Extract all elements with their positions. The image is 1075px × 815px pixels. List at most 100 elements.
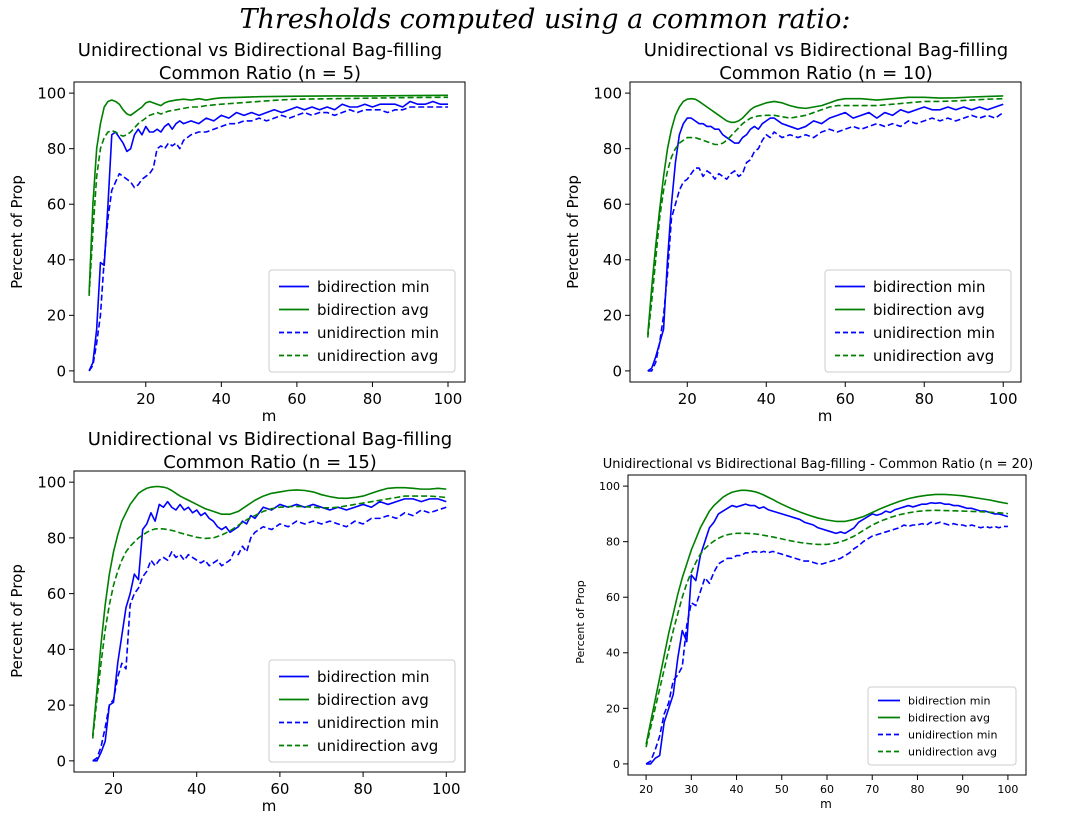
x-tick-label: 100 [432, 780, 461, 798]
x-tick-label: 60 [270, 780, 289, 798]
y-tick-label: 40 [603, 251, 622, 269]
legend-label: bidirection avg [317, 691, 429, 709]
series-line [88, 100, 448, 372]
y-tick-label: 60 [603, 196, 622, 214]
x-tick-label: 80 [354, 780, 373, 798]
series-line [88, 106, 448, 372]
subplot-title-line1: Unidirectional vs Bidirectional Bag-fill… [644, 40, 1008, 61]
x-tick-label: 60 [836, 390, 855, 408]
subplot-title-line2: Common Ratio (n = 5) [159, 63, 361, 84]
series-line [645, 521, 1008, 765]
y-tick-label: 40 [47, 641, 66, 659]
series-line [645, 489, 1009, 745]
series-line [647, 111, 1004, 372]
y-tick-label: 100 [37, 474, 66, 492]
legend-box [268, 659, 456, 763]
series-line [88, 94, 449, 294]
series-line [92, 506, 447, 762]
legend-box [824, 269, 1012, 373]
x-tick-label: 80 [363, 390, 382, 408]
x-tick-label: 100 [997, 783, 1018, 796]
legend-label: unidirection avg [908, 745, 997, 758]
y-tick-label: 80 [606, 536, 620, 549]
x-tick-label: 20 [136, 390, 155, 408]
legend: bidirection min bidirection avg unidirecti… [268, 659, 456, 763]
y-tick-label: 20 [606, 702, 620, 715]
series-line [647, 103, 1004, 372]
subplot-n10: Unidirectional vs Bidirectional Bag-fill… [564, 40, 1022, 425]
x-axis-label: m [818, 407, 833, 425]
legend-label: bidirection min [317, 278, 429, 296]
subplot-n5: Unidirectional vs Bidirectional Bag-fill… [8, 40, 466, 425]
figure-suptitle: Thresholds computed using a common ratio… [240, 4, 851, 35]
x-tick-label: 60 [287, 390, 306, 408]
y-tick-label: 20 [603, 307, 622, 325]
series-group [645, 489, 1009, 765]
legend-box [867, 686, 1017, 766]
x-tick-label: 40 [212, 390, 231, 408]
y-tick-label: 60 [47, 585, 66, 603]
series-line [646, 97, 1004, 338]
legend-label: unidirection avg [317, 347, 438, 365]
legend-label: bidirection min [873, 278, 985, 296]
x-tick-label: 100 [434, 390, 463, 408]
x-axis-label: m [262, 407, 277, 425]
axes-frame [73, 81, 466, 383]
x-tick-label: 40 [730, 783, 744, 796]
legend-label: bidirection min [317, 668, 429, 686]
legend-label: unidirection min [908, 728, 997, 741]
subplot-title-line2: Common Ratio (n = 10) [719, 63, 933, 84]
series-line [88, 96, 449, 296]
y-axis-label: Percent of Prop [8, 175, 26, 289]
x-tick-label: 30 [684, 783, 698, 796]
legend-label: unidirection avg [317, 737, 438, 755]
y-tick-label: 40 [47, 251, 66, 269]
y-tick-label: 0 [56, 752, 66, 770]
subplot-title: Unidirectional vs Bidirectional Bag-fill… [603, 457, 1033, 472]
y-tick-label: 20 [47, 697, 66, 715]
subplot-n20: Unidirectional vs Bidirectional Bag-fill… [574, 457, 1033, 811]
y-tick-label: 60 [606, 591, 620, 604]
y-tick-label: 40 [606, 647, 620, 660]
series-group [646, 95, 1004, 372]
series-line [646, 95, 1004, 335]
legend-label: unidirection min [873, 324, 995, 342]
legend: bidirection min bidirection avg unidirecti… [867, 686, 1017, 766]
legend-label: bidirection avg [908, 711, 990, 724]
x-tick-label: 40 [187, 780, 206, 798]
series-line [645, 509, 1008, 748]
series-line [92, 498, 447, 762]
legend-label: bidirection avg [873, 301, 985, 319]
y-tick-label: 0 [612, 362, 622, 380]
x-tick-label: 70 [865, 783, 879, 796]
y-tick-label: 80 [47, 140, 66, 158]
y-tick-label: 100 [593, 85, 622, 103]
series-line [91, 485, 447, 736]
x-axis-label: m [820, 797, 832, 811]
x-tick-label: 100 [989, 390, 1018, 408]
subplot-title-line1: Unidirectional vs Bidirectional Bag-fill… [88, 429, 452, 450]
series-group [88, 94, 449, 372]
y-tick-label: 80 [603, 140, 622, 158]
x-tick-label: 60 [820, 783, 834, 796]
x-tick-label: 20 [678, 390, 697, 408]
y-tick-label: 80 [47, 529, 66, 547]
y-axis-label: Percent of Prop [574, 580, 587, 663]
legend: bidirection min bidirection avg unidirecti… [824, 269, 1012, 373]
series-line [646, 501, 1009, 765]
x-axis-label: m [262, 797, 277, 815]
legend: bidirection min bidirection avg unidirecti… [268, 269, 456, 373]
y-tick-label: 60 [47, 196, 66, 214]
legend-label: bidirection avg [317, 301, 429, 319]
x-tick-label: 50 [775, 783, 789, 796]
axes-frame [629, 81, 1022, 383]
axes-frame [73, 470, 466, 773]
y-tick-label: 100 [37, 85, 66, 103]
y-tick-label: 0 [56, 362, 66, 380]
x-tick-label: 80 [910, 783, 924, 796]
legend-label: bidirection min [908, 694, 991, 707]
y-axis-label: Percent of Prop [564, 175, 582, 289]
legend-box [268, 269, 456, 373]
y-axis-label: Percent of Prop [8, 564, 26, 678]
